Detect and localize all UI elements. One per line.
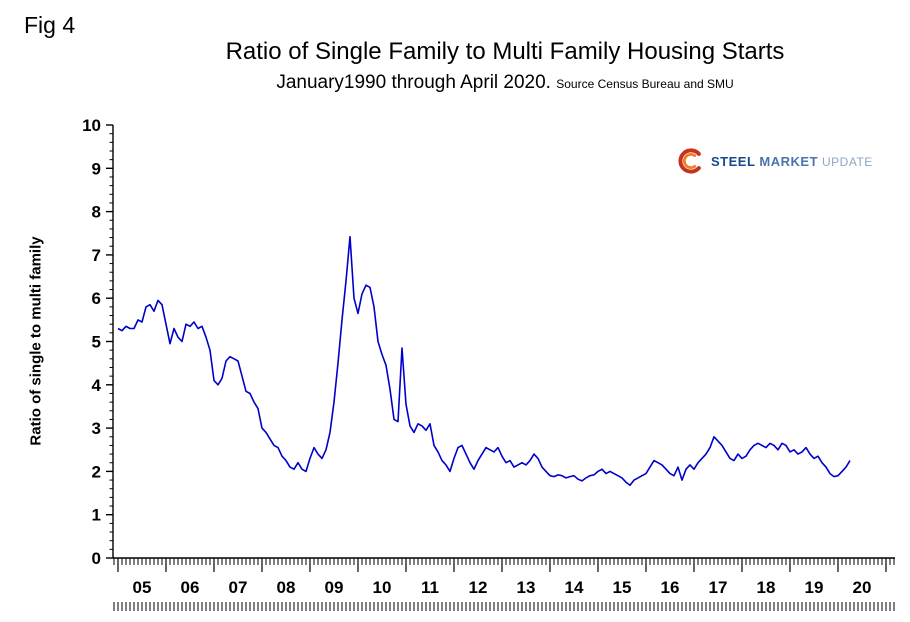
x-tick-label: 10 <box>373 578 392 597</box>
y-tick-label: 1 <box>92 506 101 525</box>
x-tick-label: 05 <box>133 578 152 597</box>
y-tick-label: 8 <box>92 203 101 222</box>
smu-logo-inner-swoosh <box>682 152 697 170</box>
chart-header: Ratio of Single Family to Multi Family H… <box>110 38 900 94</box>
x-tick-label: 11 <box>421 578 439 597</box>
smu-logo-outer-swoosh <box>678 148 701 174</box>
y-tick-label: 9 <box>92 159 101 178</box>
axes <box>112 125 895 559</box>
x-tick-label: 19 <box>805 578 824 597</box>
x-tick-label: 12 <box>469 578 488 597</box>
smu-logo: STEEL MARKET UPDATE <box>676 146 873 176</box>
smu-logo-swoosh-icon <box>678 148 701 174</box>
x-tick-label: 20 <box>853 578 872 597</box>
x-tick-label: 15 <box>613 578 632 597</box>
x-tick-label: 14 <box>565 578 584 597</box>
x-tick-label: 09 <box>325 578 344 597</box>
x-tick-label: 18 <box>757 578 776 597</box>
y-tick-label: 7 <box>92 246 101 265</box>
chart-subtitle: January1990 through April 2020. Source C… <box>110 72 900 94</box>
x-tick-label: 13 <box>517 578 536 597</box>
y-tick-label: 2 <box>92 462 101 481</box>
logo-word-update: UPDATE <box>822 154 873 169</box>
ratio-series-line <box>117 235 851 487</box>
x-tick-label: 17 <box>709 578 728 597</box>
x-tick-label: 08 <box>277 578 296 597</box>
figure-label: Fig 4 <box>24 12 76 38</box>
y-tick-label: 4 <box>92 376 102 395</box>
x-tick-label: 16 <box>661 578 680 597</box>
x-tick-label: 06 <box>181 578 200 597</box>
y-tick-label: 10 <box>82 116 101 135</box>
chart-source-note: Source Census Bureau and SMU <box>556 77 734 91</box>
logo-word-market: MARKET <box>759 153 819 169</box>
y-tick-label: 6 <box>92 289 101 308</box>
x-tick-label: 07 <box>229 578 248 597</box>
ticks <box>106 124 895 611</box>
logo-word-steel: STEEL <box>711 153 756 169</box>
y-tick-label: 3 <box>92 419 101 438</box>
y-tick-label: 0 <box>92 549 101 568</box>
chart-subtitle-range: January1990 through April 2020. <box>276 72 551 93</box>
y-tick-label: 5 <box>92 333 101 352</box>
smu-logo-text: STEEL MARKET UPDATE <box>711 154 873 169</box>
chart-title: Ratio of Single Family to Multi Family H… <box>225 38 785 65</box>
